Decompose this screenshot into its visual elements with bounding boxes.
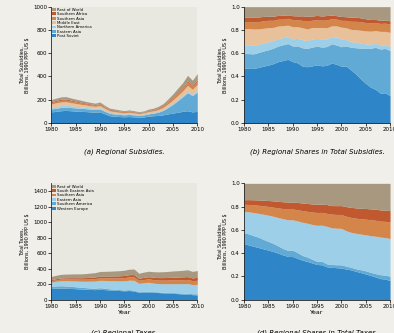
- Text: (c) Regional Taxes.: (c) Regional Taxes.: [91, 330, 158, 333]
- X-axis label: Year: Year: [310, 310, 324, 315]
- Legend: Rest of World, Southern Africa, Southern Asia, Middle East, Northern America, Ea: Rest of World, Southern Africa, Southern…: [52, 7, 92, 39]
- Y-axis label: Total Subsidies,
Billions, 1990 PPP US $: Total Subsidies, Billions, 1990 PPP US $: [19, 37, 30, 93]
- X-axis label: Year: Year: [117, 310, 131, 315]
- Y-axis label: Total Subsidies,
Billions, 1990 PPP US $: Total Subsidies, Billions, 1990 PPP US $: [217, 37, 228, 93]
- Text: (d) Regional Shares in Total Taxes.: (d) Regional Shares in Total Taxes.: [256, 329, 377, 333]
- Legend: Rest of World, South Eastern Asia, Southern Asia, Eastern Asia, Southern America: Rest of World, South Eastern Asia, South…: [52, 184, 94, 211]
- Y-axis label: Total Taxes,
Billions, 1990 PPP US $: Total Taxes, Billions, 1990 PPP US $: [19, 214, 30, 269]
- Y-axis label: Total Subsidies,
Billions, 1990 PPP US $: Total Subsidies, Billions, 1990 PPP US $: [217, 214, 228, 269]
- Text: (b) Regional Shares in Total Subsidies.: (b) Regional Shares in Total Subsidies.: [250, 148, 385, 155]
- Text: (a) Regional Subsidies.: (a) Regional Subsidies.: [84, 148, 165, 155]
